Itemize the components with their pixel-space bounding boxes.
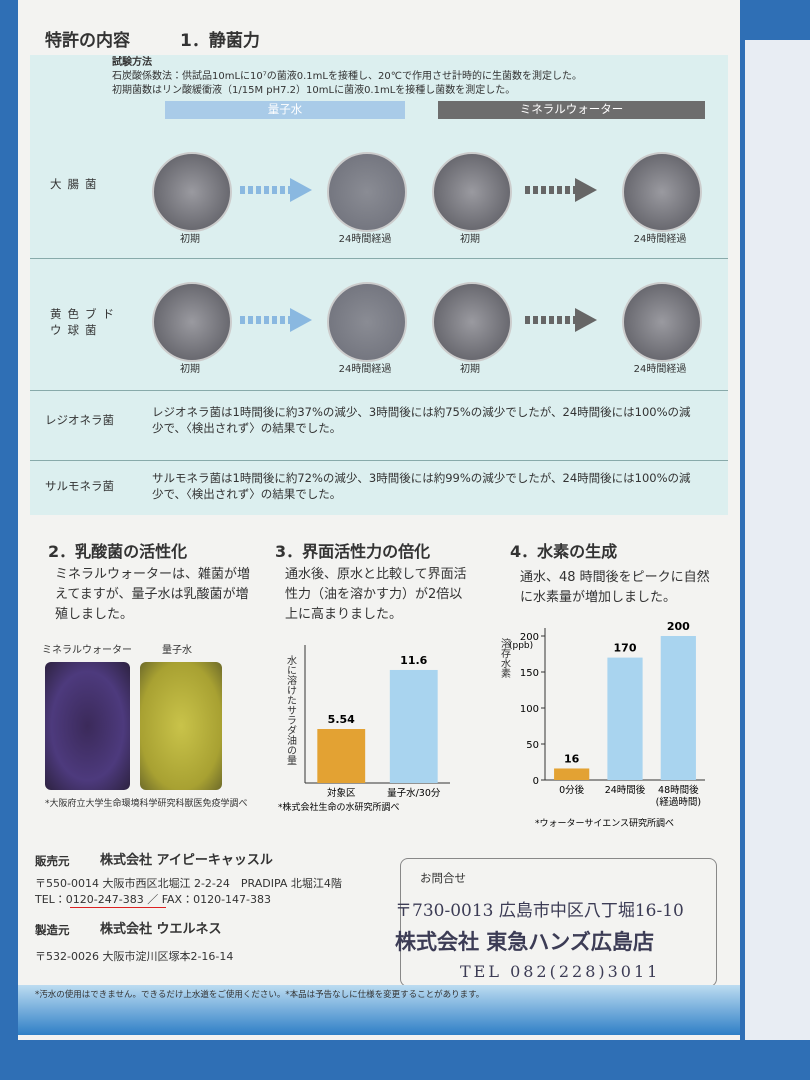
- method-title: 試験方法: [112, 57, 152, 68]
- maker-label: 製造元: [35, 923, 70, 937]
- header-title: 特許の内容: [45, 31, 130, 51]
- arrow: [290, 178, 312, 202]
- arrow: [240, 186, 290, 194]
- x-tick-label: 24時間後: [605, 784, 646, 796]
- maker: 株式会社 ウエルネス: [100, 922, 222, 937]
- petri-dish: [327, 282, 407, 362]
- column-header: ミネラルウォーター: [438, 101, 705, 119]
- image-label: 量子水: [162, 645, 192, 656]
- dish-label: 初期: [460, 364, 480, 375]
- petri-dish: [622, 282, 702, 362]
- divider: [30, 258, 728, 259]
- y-axis-label: 水に溶けたサラダ油の量: [285, 655, 297, 765]
- source: *株式会社生命の水研究所調べ: [278, 801, 400, 813]
- value-label: 170: [614, 642, 637, 655]
- petri-dish: [327, 152, 407, 232]
- disclaimer: *汚水の使用はできません。できるだけ上水道をご使用ください。*本品は予告なしに仕…: [35, 990, 485, 1000]
- section-text: 通水後、原水と比較して界面活性力（油を溶かす力）が2倍以上に高まりました。: [285, 567, 467, 622]
- value-label: 16: [564, 752, 580, 765]
- row-text: レジオネラ菌は1時間後に約37%の減少、3時間後には約75%の減少でしたが、24…: [152, 405, 691, 435]
- section-text: ミネラルウォーターは、雑菌が増えてますが、量子水は乳酸菌が増殖しました。: [55, 567, 251, 622]
- column-header: 量子水: [165, 101, 405, 119]
- value-label: 11.6: [400, 654, 427, 667]
- section-title: 3．界面活性力の倍化: [275, 542, 431, 561]
- y-tick-label: 0: [533, 776, 539, 787]
- section-title: 2．乳酸菌の活性化: [48, 542, 188, 561]
- row-name: レジオネラ菌: [45, 413, 114, 427]
- x-tick-label: 対象区: [327, 787, 356, 799]
- x-tick-label: 0分後: [559, 784, 585, 796]
- dish-label: 24時間経過: [633, 234, 687, 245]
- photo-mineral: [45, 662, 130, 790]
- bar: [554, 768, 590, 780]
- y-tick-label: 50: [526, 740, 539, 751]
- divider: [30, 390, 728, 391]
- arrow: [575, 178, 597, 202]
- arrow: [575, 308, 597, 332]
- stamp-line: 〒730-0013 広島市中区八丁堀16-10: [395, 901, 684, 921]
- seller: 株式会社 アイピーキャッスル: [100, 853, 273, 868]
- seller-label: 販売元: [35, 854, 70, 868]
- petri-dish: [152, 282, 232, 362]
- dish-label: 初期: [180, 234, 200, 245]
- dish-label: 24時間経過: [633, 364, 687, 375]
- note: *大阪府立大学生命環境科学研究科獣医免疫学調べ: [45, 799, 248, 809]
- dish-label: 初期: [180, 364, 200, 375]
- image-label: ミネラルウォーター: [42, 645, 132, 656]
- seller-address: 〒550-0014 大阪市西区北堀江 2-2-24 PRADIPA 北堀江4階: [35, 877, 342, 890]
- wave: [18, 985, 740, 1035]
- back-sheet: [745, 40, 810, 1040]
- arrow: [525, 186, 575, 194]
- tel: TEL：0120-247-383 ／ FAX：0120-147-383: [35, 893, 272, 906]
- method-line: 初期菌数はリン酸緩衝液（1/15M pH7.2）10mLに菌液0.1mLを接種し…: [112, 85, 516, 96]
- value-label: 5.54: [328, 713, 355, 726]
- maker-address: 〒532-0026 大阪市淀川区塚本2-16-14: [35, 950, 234, 963]
- dish-label: 24時間経過: [338, 234, 392, 245]
- bar: [607, 657, 643, 780]
- x-axis-label: (経過時間): [656, 796, 701, 808]
- petri-dish: [432, 152, 512, 232]
- source: *ウォーターサイエンス研究所調べ: [535, 817, 674, 829]
- x-tick-label: 48時間後: [658, 784, 699, 796]
- x-tick-label: 量子水/30分: [387, 787, 441, 799]
- stamp-line: 株式会社 東急ハンズ広島店: [395, 929, 654, 954]
- section-text: 通水、48 時間後をピークに自然に水素量が増加しました。: [520, 570, 710, 605]
- y-tick-label: 100: [520, 704, 539, 715]
- petri-dish: [432, 282, 512, 362]
- y-axis-label: 溶存水素: [499, 638, 511, 679]
- y-unit: (ppb): [509, 641, 533, 651]
- contact-label: お問合せ: [420, 871, 466, 885]
- petri-dish: [622, 152, 702, 232]
- bar: [660, 636, 696, 780]
- value-label: 200: [667, 622, 690, 633]
- y-tick-label: 200: [520, 632, 539, 643]
- dish-label: 24時間経過: [338, 364, 392, 375]
- y-tick-label: 150: [520, 668, 539, 679]
- underline: [70, 907, 166, 908]
- photo-quantum: [140, 662, 222, 790]
- dish-label: 初期: [460, 234, 480, 245]
- arrow: [525, 316, 575, 324]
- chart: 溶存水素 (ppb) 0 50 100 150 200 16 0分後 170 24時間後 200 48時…: [499, 622, 705, 829]
- petri-dish: [152, 152, 232, 232]
- stamp-line: TEL 082(228)3011: [460, 962, 661, 981]
- row-text: サルモネラ菌は1時間後に約72%の減少、3時間後には約99%の減少でしたが、24…: [152, 471, 691, 501]
- arrow: [240, 316, 290, 324]
- row-name: 大腸菌: [50, 177, 103, 191]
- chart: 水に溶けたサラダ油の量 5.54 対象区 11.6 量子水/30分 *株式会社生命の水研究…: [278, 645, 450, 813]
- divider: [30, 460, 728, 461]
- row-name: 黄色ブドウ球菌: [50, 307, 120, 337]
- row-name: サルモネラ菌: [45, 479, 114, 493]
- bar: [317, 729, 366, 783]
- method-line: 石炭酸係数法：供試品10mLに10⁷の菌液0.1mLを接種し、20℃で作用させ計…: [112, 71, 582, 82]
- arrow: [290, 308, 312, 332]
- section-title: 1．静菌力: [180, 31, 260, 51]
- section-title: 4．水素の生成: [510, 542, 618, 561]
- bar: [389, 669, 438, 783]
